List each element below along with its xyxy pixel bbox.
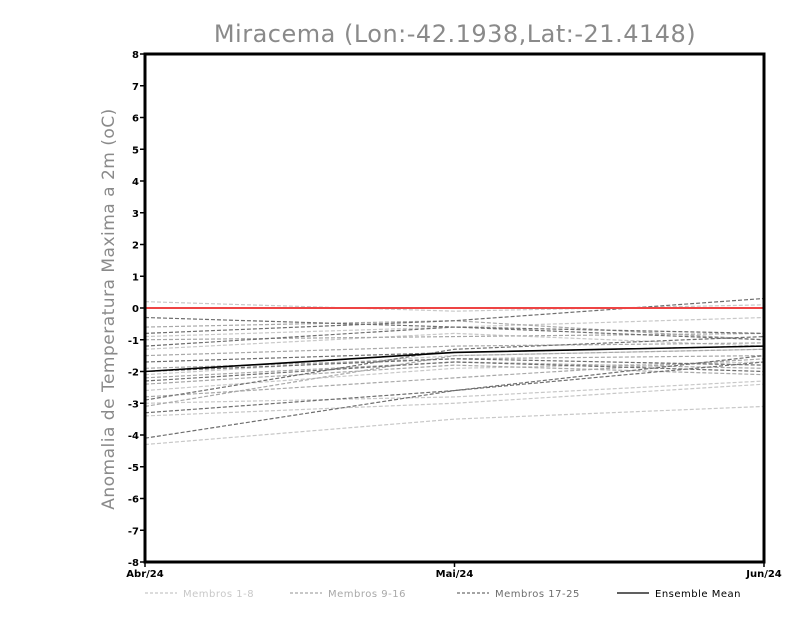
x-tick-label: Mai/24 [436, 569, 474, 580]
y-tick-label: -5 [128, 463, 139, 474]
y-tick-label: 8 [132, 50, 139, 61]
y-tick-label: 3 [132, 209, 139, 220]
y-tick-label: -8 [128, 558, 139, 569]
member-line-1-7 [144, 383, 765, 417]
y-tick-label: -6 [128, 495, 139, 506]
member-line-2-2 [144, 332, 765, 341]
member-line-1-6 [144, 380, 765, 404]
member-line-2-7 [144, 358, 765, 398]
y-tick-label: 2 [132, 241, 139, 252]
member-line-3-5 [144, 358, 765, 373]
y-tick-label: 6 [132, 114, 139, 125]
legend-label: Membros 9-16 [328, 589, 406, 600]
legend-label: Membros 1-8 [183, 589, 254, 600]
member-line-3-7 [144, 335, 765, 401]
y-tick-label: 5 [132, 145, 139, 156]
x-tick-label: Abr/24 [126, 569, 163, 580]
legend-label: Membros 17-25 [495, 589, 580, 600]
x-ticks: Abr/24 Mai/24 Jun/24 [126, 562, 782, 580]
member-line-1-8 [144, 405, 765, 446]
y-tick-label: 7 [132, 82, 139, 93]
member-line-2-8 [144, 348, 765, 408]
legend-label: Ensemble Mean [655, 589, 741, 600]
y-tick-label: -3 [128, 399, 139, 410]
ensemble-mean-line [144, 345, 765, 373]
member-lines [144, 297, 765, 446]
member-line-1-1 [144, 301, 765, 312]
y-ticks: 8 7 6 5 4 3 2 1 0 -1 -2 -3 -4 -5 -6 -7 -8 [128, 50, 145, 569]
y-tick-label: -7 [128, 526, 139, 537]
y-tick-label: -4 [128, 431, 139, 442]
y-tick-label: 0 [132, 304, 139, 315]
member-line-3-2 [144, 297, 765, 334]
legend: Membros 1-8 Membros 9-16 Membros 17-25 Ense… [145, 589, 741, 600]
member-line-3-8 [144, 361, 765, 414]
member-line-2-5 [144, 361, 765, 379]
member-line-3-9 [144, 355, 765, 439]
y-tick-label: -1 [128, 336, 139, 347]
y-axis-label: Anomalia de Temperatura Maxima a 2m (oC) [99, 108, 119, 510]
member-line-3-3 [144, 326, 765, 347]
y-tick-label: -2 [128, 368, 139, 379]
member-line-3-6 [144, 361, 765, 382]
x-tick-label: Jun/24 [745, 569, 782, 580]
y-tick-label: 1 [132, 272, 139, 283]
chart-title: Miracema (Lon:-42.1938,Lat:-21.4148) [214, 20, 696, 48]
member-line-3-1 [144, 316, 765, 341]
ensemble-mean-line-group [144, 307, 765, 373]
y-tick-label: 4 [132, 177, 139, 188]
member-line-1-3 [144, 332, 765, 350]
member-line-2-3 [144, 342, 765, 357]
member-line-1-4 [144, 348, 765, 376]
